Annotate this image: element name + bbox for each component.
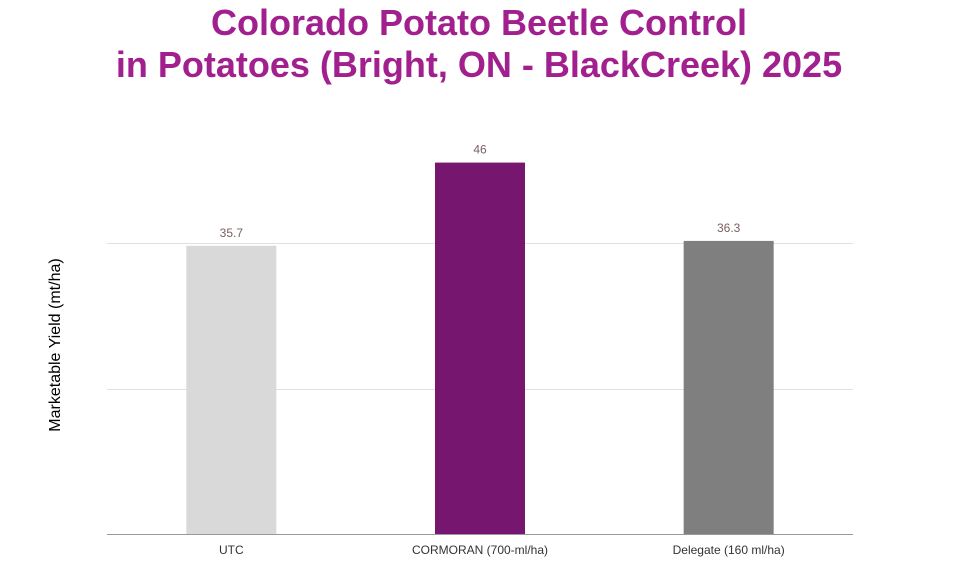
x-tick-label: UTC (219, 543, 244, 557)
data-label: 46 (473, 143, 487, 157)
data-label: 36.3 (717, 221, 741, 235)
y-axis-label: Marketable Yield (mt/ha) (47, 258, 64, 431)
chart-title-line-2: in Potatoes (Bright, ON - BlackCreek) 20… (115, 44, 843, 85)
data-labels: 35.7 46 36.3 (220, 143, 741, 240)
bar (683, 240, 774, 534)
x-tick-label: Delegate (160 ml/ha) (673, 543, 785, 557)
chart-title: Colorado Potato Beetle Control in Potato… (0, 2, 958, 86)
chart-title-line-1: Colorado Potato Beetle Control (210, 2, 747, 43)
x-tick-labels: UTC CORMORAN (700-ml/ha) Delegate (160 ml/… (219, 543, 785, 557)
bar (186, 245, 277, 534)
bar (435, 162, 525, 534)
x-tick-label: CORMORAN (700-ml/ha) (412, 543, 548, 557)
bars (186, 162, 774, 534)
data-label: 35.7 (220, 226, 244, 240)
